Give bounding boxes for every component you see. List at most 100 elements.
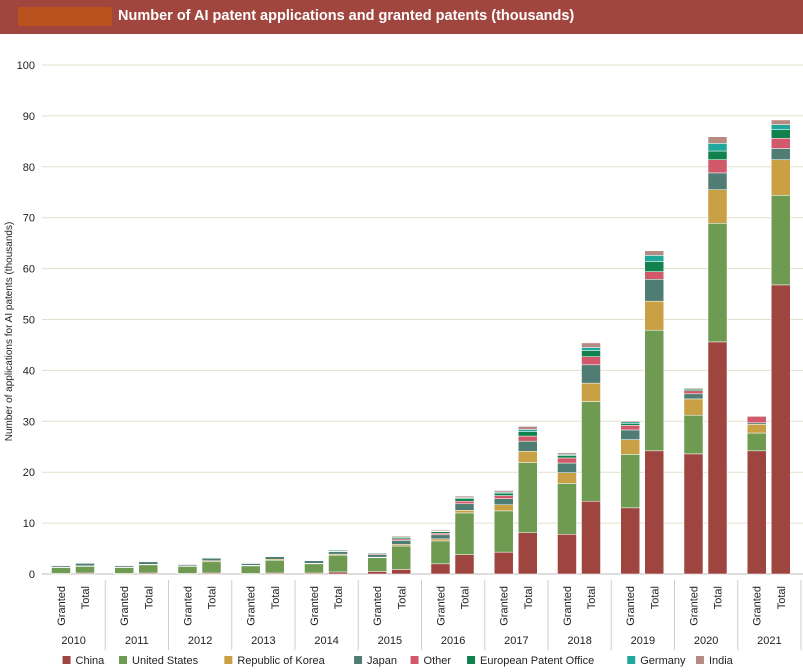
x-year-label: 2021 [757,635,781,647]
y-tick-label: 90 [23,111,35,123]
bar-segment-india [683,387,704,389]
x-sub-label: Granted [56,586,68,626]
legend-label: India [709,655,734,667]
x-year-label: 2014 [314,635,338,647]
bar-segment-united-states [581,401,601,502]
x-sub-label: Total [776,586,788,609]
bar-segment-india [138,560,159,562]
bar-segment-republic-of-korea [683,398,704,416]
legend-label: Republic of Korea [237,655,325,667]
bar-segment-japan [683,393,704,400]
x-sub-label: Granted [119,586,131,626]
bar-segment-republic-of-korea [581,382,601,402]
legend-label: European Patent Office [480,655,594,667]
x-sub-label: Total [523,586,535,609]
x-sub-label: Granted [625,586,637,626]
bar-segment-republic-of-korea [454,510,475,514]
bar-segment-other [683,390,704,395]
bar-segment-india [771,119,791,125]
bar-segment-european-patent-office [493,492,514,496]
bar-segment-republic-of-korea [746,424,767,434]
bar-segment-united-states [493,510,514,553]
bar-segment-european-patent-office [581,350,601,357]
bar-segment-european-patent-office [265,555,285,557]
x-sub-label: Total [207,586,219,609]
bar-segment-other [518,435,538,442]
bar-segment-other [771,138,791,149]
y-tick-label: 30 [23,416,35,428]
legend-swatch [224,656,233,664]
x-sub-label: Granted [435,586,447,626]
bar-segment-india [75,561,95,563]
x-year-label: 2013 [251,635,275,647]
bar-segment-other [581,356,601,366]
bar-segment-china [581,500,601,575]
x-sub-label: Granted [246,586,258,626]
bar-segment-united-states [265,560,285,574]
bar-segment-european-patent-office [620,423,640,426]
x-sub-label: Total [333,586,345,609]
x-year-label: 2017 [504,635,528,647]
bar-segment-china [707,341,728,575]
bar-segment-india [707,136,728,144]
bar-segment-japan [367,554,387,558]
bar-segment-india [644,250,665,256]
bar-segment-republic-of-korea [707,189,728,224]
bar-segment-united-states [557,483,577,535]
bar-segment-india [367,551,387,553]
bar-segment-japan [518,440,538,452]
bar-segment-united-states [328,554,348,573]
legend-swatch [62,656,71,664]
y-tick-label: 40 [23,365,35,377]
legend-label: China [76,655,106,667]
legend-swatch [119,656,128,664]
bar-segment-united-states [138,564,159,574]
bar-segment-china [557,534,577,575]
legend-swatch [354,656,363,664]
x-sub-label: Total [270,586,282,609]
bar-segment-european-patent-office [771,129,791,139]
y-tick-label: 50 [23,315,35,327]
bar-segment-china [771,284,791,575]
x-sub-label: Granted [499,586,511,626]
x-year-label: 2015 [378,635,402,647]
legend-label: United States [132,655,199,667]
bar-segment-other [454,500,475,505]
x-sub-label: Granted [562,586,574,626]
bar-segment-united-states [620,454,640,509]
y-tick-label: 0 [29,569,35,581]
bar-segment-united-states [75,566,95,574]
bar-segment-other [557,457,577,464]
bar-segment-european-patent-office [454,498,475,502]
bar-segment-other [493,495,514,499]
bar-segment-united-states [644,329,665,452]
bar-segment-united-states [707,223,728,343]
bar-segment-china [683,453,704,575]
bar-segment-japan [707,172,728,190]
bar-segment-european-patent-office [644,261,665,272]
bar-segment-republic-of-korea [620,439,640,455]
bar-segment-japan [201,557,222,562]
bar-segment-united-states [51,567,71,574]
bar-segment-germany [771,124,791,130]
y-tick-label: 10 [23,518,35,530]
bar-segment-european-patent-office [177,563,198,565]
bar-segment-india [581,342,601,348]
y-tick-label: 80 [23,162,35,174]
bar-segment-united-states [304,563,324,574]
bar-segment-japan [454,503,475,511]
bar-segment-japan [430,534,451,540]
x-year-label: 2012 [188,635,212,647]
bar-segment-china [454,554,475,575]
bar-segment-republic-of-korea [493,504,514,512]
bar-segment-china [367,571,387,575]
x-year-label: 2018 [567,635,591,647]
x-sub-label: Granted [752,586,764,626]
bar-segment-india [746,415,767,417]
bar-segment-china [518,532,538,575]
bar-segment-united-states [430,540,451,565]
bar-segment-japan [644,279,665,302]
legend-swatch [695,656,704,664]
x-year-label: 2019 [631,635,655,647]
